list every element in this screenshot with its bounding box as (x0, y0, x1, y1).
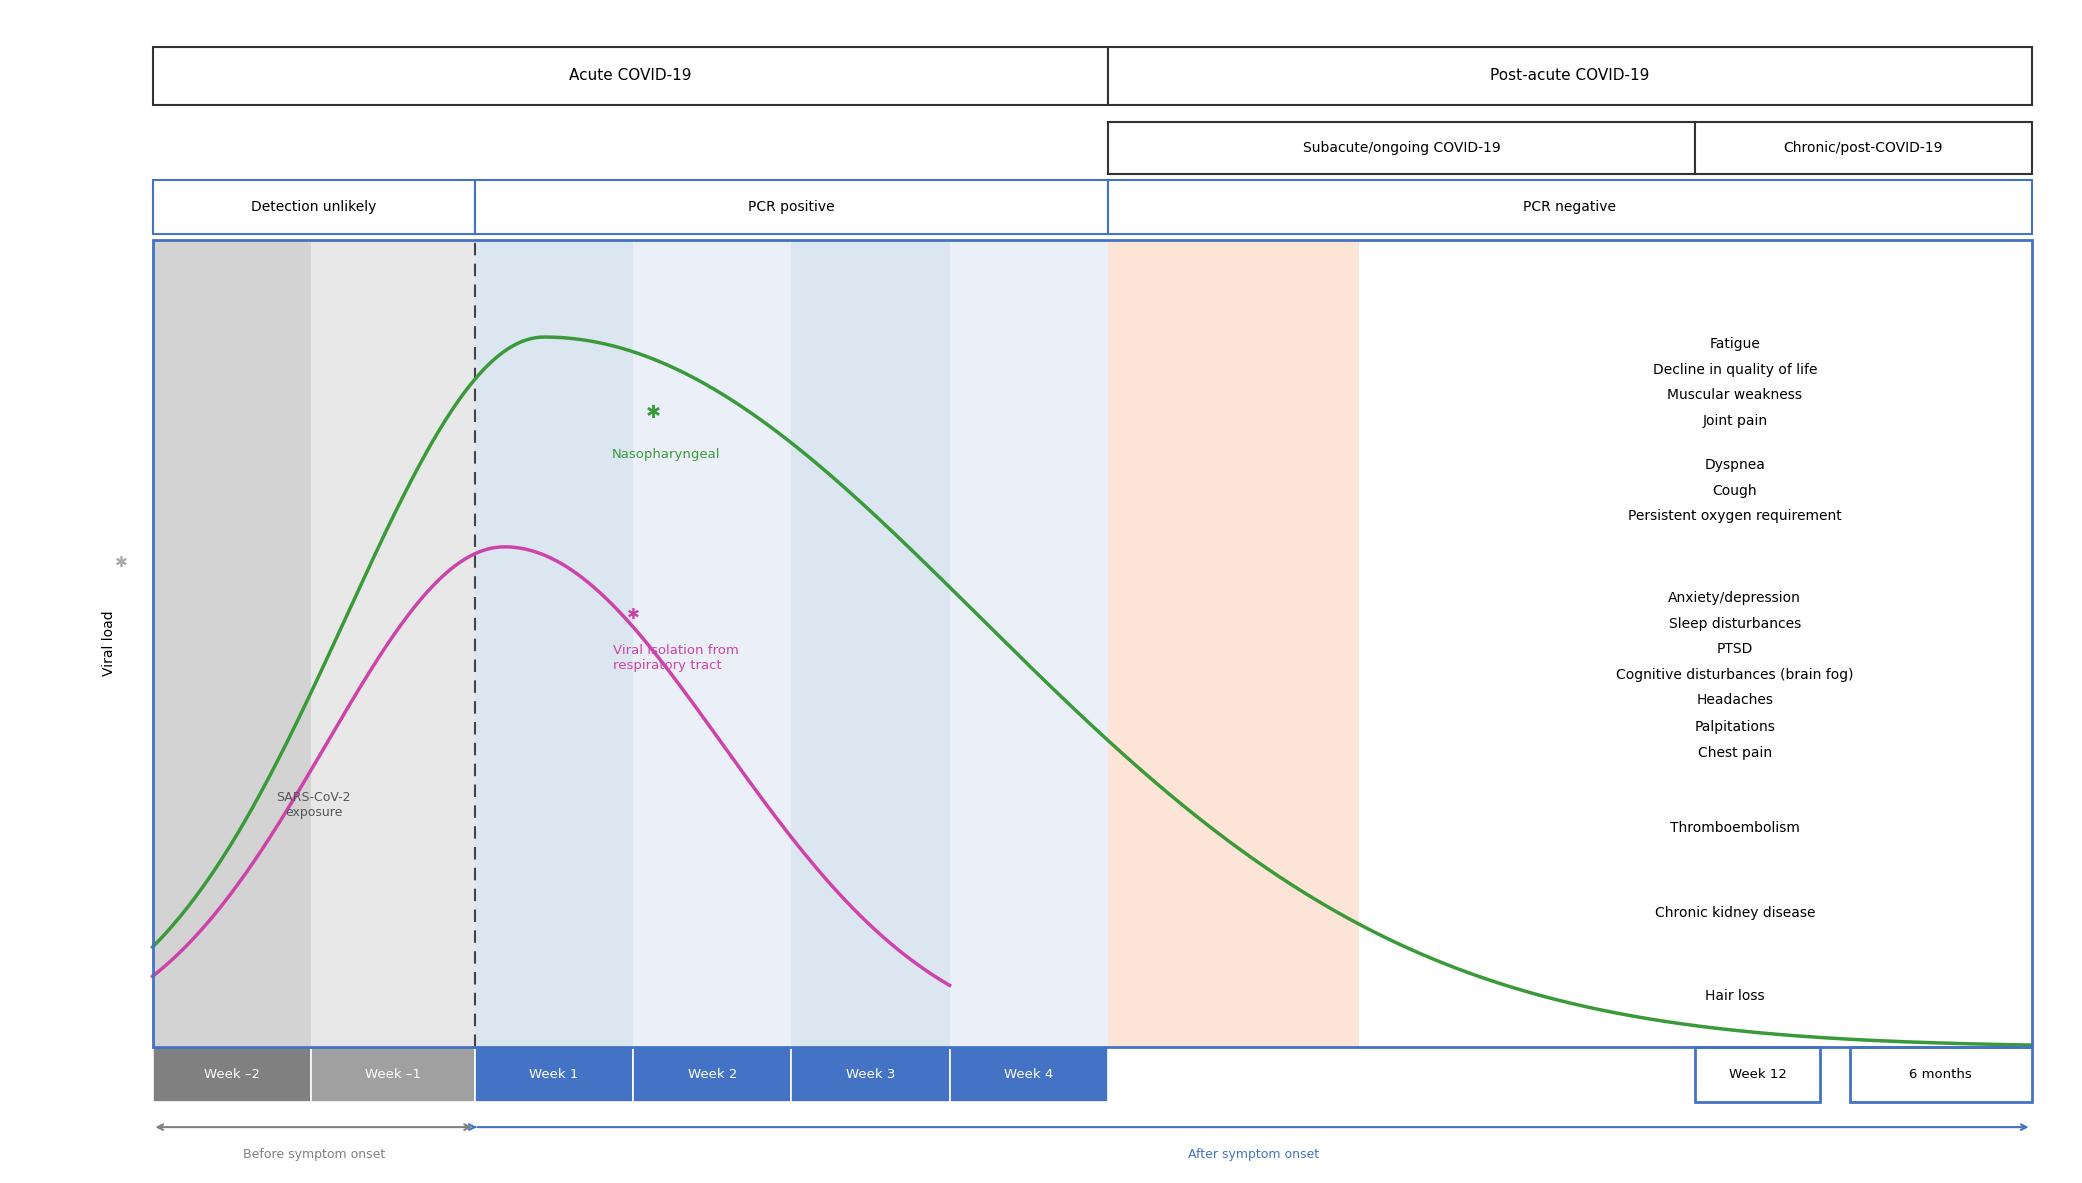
Bar (1108, 122, 1695, 174)
Text: PCR negative: PCR negative (1524, 200, 1616, 214)
Text: Week 1: Week 1 (529, 1068, 579, 1081)
Text: SARS-CoV-2
exposure: SARS-CoV-2 exposure (277, 791, 352, 819)
Text: Week –1: Week –1 (364, 1068, 421, 1081)
Text: Chronic kidney disease: Chronic kidney disease (1655, 906, 1816, 920)
Text: Week 12: Week 12 (1728, 1068, 1786, 1081)
Text: Week 2: Week 2 (687, 1068, 737, 1081)
Text: Detection unlikely: Detection unlikely (252, 200, 377, 214)
Text: Viral load: Viral load (102, 610, 117, 677)
Text: Week 3: Week 3 (845, 1068, 895, 1081)
Bar (1108, 240, 1360, 1047)
Text: Headaches: Headaches (1697, 693, 1774, 707)
Text: ✱: ✱ (627, 607, 639, 622)
Bar (949, 240, 1108, 1047)
Text: Post-acute COVID-19: Post-acute COVID-19 (1491, 69, 1649, 83)
Bar (475, 1047, 633, 1101)
Text: Chest pain: Chest pain (1697, 745, 1772, 759)
Bar (633, 240, 791, 1047)
Text: Fatigue: Fatigue (1709, 337, 1759, 351)
Text: ✱: ✱ (115, 555, 127, 570)
Text: Nasopharyngeal: Nasopharyngeal (612, 447, 720, 460)
Text: Palpitations: Palpitations (1695, 720, 1776, 735)
Bar (152, 240, 310, 1047)
Text: Hair loss: Hair loss (1705, 989, 1766, 1003)
Text: PCR positive: PCR positive (747, 200, 835, 214)
Bar (475, 180, 1108, 234)
Bar (152, 1047, 310, 1101)
Text: Cognitive disturbances (brain fog): Cognitive disturbances (brain fog) (1616, 667, 1853, 681)
Text: PTSD: PTSD (1718, 642, 1753, 657)
Bar (475, 240, 633, 1047)
Text: Viral isolation from
respiratory tract: Viral isolation from respiratory tract (614, 644, 739, 672)
Text: Cough: Cough (1713, 484, 1757, 498)
Bar (633, 1047, 791, 1101)
Text: 6 months: 6 months (1909, 1068, 1972, 1081)
Bar (1695, 1047, 1820, 1101)
Bar (152, 240, 2032, 1047)
Text: Chronic/post-COVID-19: Chronic/post-COVID-19 (1784, 141, 1943, 155)
Bar (152, 180, 475, 234)
Text: Joint pain: Joint pain (1703, 414, 1768, 427)
Text: ✱: ✱ (645, 403, 660, 422)
Text: Persistent oxygen requirement: Persistent oxygen requirement (1628, 509, 1843, 523)
Text: Sleep disturbances: Sleep disturbances (1668, 616, 1801, 631)
Text: Week –2: Week –2 (204, 1068, 260, 1081)
Bar (1849, 1047, 2032, 1101)
Text: Dyspnea: Dyspnea (1705, 458, 1766, 472)
Text: Decline in quality of life: Decline in quality of life (1653, 362, 1818, 376)
Text: After symptom onset: After symptom onset (1187, 1148, 1318, 1161)
Text: Thromboembolism: Thromboembolism (1670, 821, 1799, 835)
Text: Subacute/ongoing COVID-19: Subacute/ongoing COVID-19 (1303, 141, 1501, 155)
Text: Acute COVID-19: Acute COVID-19 (568, 69, 691, 83)
Bar (310, 240, 475, 1047)
Bar (1108, 180, 2032, 234)
Bar (949, 1047, 1108, 1101)
Text: Anxiety/depression: Anxiety/depression (1668, 592, 1801, 606)
Bar (310, 1047, 475, 1101)
Bar (1360, 240, 2032, 1047)
Bar (791, 1047, 949, 1101)
Bar (791, 240, 949, 1047)
Text: Week 4: Week 4 (1004, 1068, 1053, 1081)
Bar (1108, 46, 2032, 104)
Bar (152, 180, 2032, 234)
Text: Muscular weakness: Muscular weakness (1668, 388, 1803, 402)
Text: Before symptom onset: Before symptom onset (244, 1148, 385, 1161)
Bar (152, 46, 1108, 104)
Bar (1695, 122, 2032, 174)
